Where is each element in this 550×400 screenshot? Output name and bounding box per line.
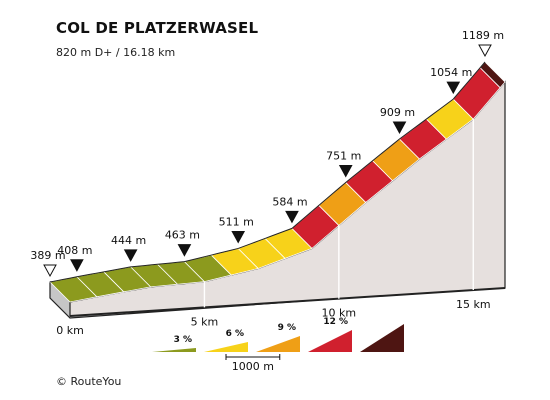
- legend-swatch-1: [152, 348, 196, 352]
- legend-swatch-4: [308, 330, 352, 352]
- profile-ground-line: [69, 287, 506, 317]
- copyright-credit: © RouteYou: [56, 375, 121, 388]
- legend-swatch-3: [256, 336, 300, 352]
- elevation-marker-8: [392, 121, 407, 135]
- elevation-marker-9: [446, 81, 461, 95]
- legend-label-1: 3 %: [174, 335, 192, 345]
- elevation-label-7: 751 m: [326, 149, 361, 162]
- legend-label-4: 12 %: [323, 317, 348, 327]
- elevation-marker-7: [338, 164, 353, 178]
- elevation-marker-6: [285, 210, 299, 224]
- distance-tick-label-15km: 15 km: [456, 298, 491, 311]
- elevation-marker-1: [43, 264, 57, 278]
- gradient-legend: 3 % 6 % 9 % 12 % 1000 m: [152, 317, 404, 373]
- distance-tick-label-5km: 5 km: [191, 315, 219, 328]
- copyright-symbol: ©: [56, 375, 67, 388]
- scale-bar-label: 1000 m: [232, 360, 274, 373]
- legend-label-2: 6 %: [226, 329, 244, 339]
- elevation-label-6: 584 m: [272, 195, 307, 208]
- elevation-label-4: 463 m: [165, 229, 200, 242]
- legend-label-3: 9 %: [278, 323, 296, 333]
- elevation-label-3: 444 m: [111, 234, 146, 247]
- profile-front-edge: [49, 61, 486, 283]
- chart-title: COL DE PLATZERWASEL: [56, 19, 259, 37]
- elevation-label-10: 1189 m: [462, 29, 504, 42]
- elevation-marker-5: [231, 230, 246, 244]
- elevation-marker-3: [123, 249, 138, 262]
- chart-subtitle: 820 m D+ / 16.18 km: [56, 46, 176, 59]
- elevation-marker-2: [70, 259, 84, 272]
- distance-tick-label-0km: 0 km: [56, 324, 84, 337]
- legend-swatch-5: [360, 324, 404, 352]
- distance-tick-label-10km: 10 km: [322, 307, 357, 320]
- elevation-label-1: 389 m: [30, 249, 65, 262]
- elevation-label-8: 909 m: [380, 106, 415, 119]
- elevation-label-5: 511 m: [219, 215, 254, 228]
- elevation-marker-10: [478, 44, 492, 58]
- legend-swatch-2: [204, 342, 248, 352]
- routeyou-brand: RouteYou: [70, 375, 122, 388]
- elevation-marker-4: [177, 244, 192, 257]
- distance-axis: 0 km 5 km 10 km 15 km: [56, 298, 490, 337]
- elevation-label-2: 408 m: [57, 244, 92, 257]
- elevation-label-9: 1054 m: [430, 66, 472, 79]
- gradient-ribbon-layer: [49, 61, 506, 303]
